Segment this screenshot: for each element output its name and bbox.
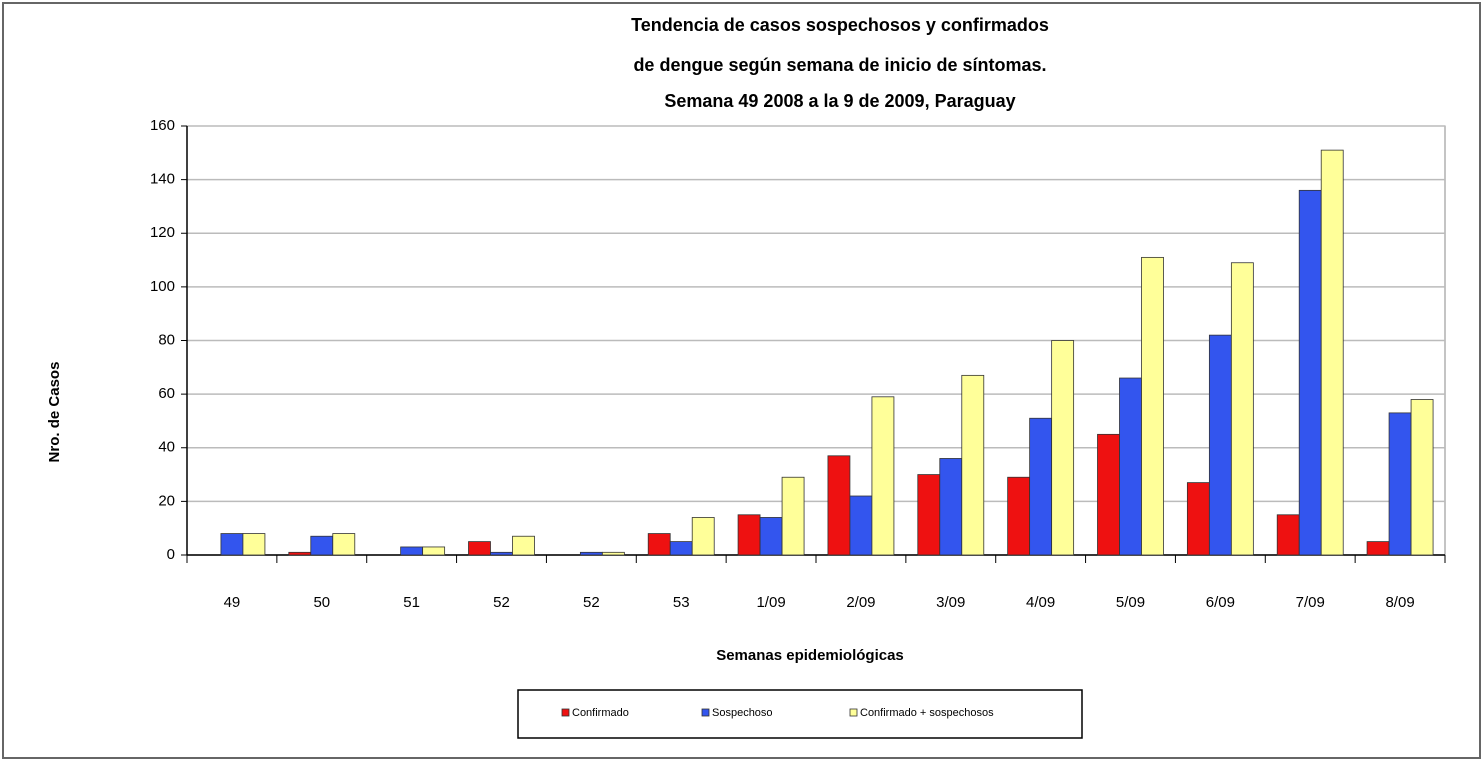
bar bbox=[737, 514, 761, 556]
legend-label: Confirmado + sospechosos bbox=[860, 707, 994, 719]
x-tick-label: 5/09 bbox=[1116, 594, 1145, 611]
bar bbox=[1298, 189, 1322, 556]
x-tick-label: 4/09 bbox=[1026, 594, 1055, 611]
bar bbox=[1320, 149, 1344, 556]
bar bbox=[512, 535, 535, 556]
y-tick-label: 0 bbox=[167, 546, 175, 563]
x-tick-label: 3/09 bbox=[936, 594, 965, 611]
legend-label: Sospechoso bbox=[712, 707, 773, 719]
x-tick-label: 8/09 bbox=[1385, 594, 1414, 611]
bar bbox=[468, 541, 491, 556]
bar bbox=[288, 551, 312, 556]
bar bbox=[759, 517, 783, 556]
x-tick-label: 50 bbox=[313, 594, 330, 611]
bar bbox=[961, 374, 985, 556]
bar bbox=[422, 546, 446, 556]
bar bbox=[1007, 476, 1031, 556]
legend-swatch bbox=[561, 708, 570, 717]
bar bbox=[1097, 433, 1120, 556]
bar bbox=[1186, 482, 1210, 556]
bar bbox=[1276, 514, 1300, 556]
bar bbox=[1410, 399, 1434, 556]
bar bbox=[691, 517, 715, 556]
bar bbox=[939, 458, 963, 556]
bar bbox=[1208, 334, 1232, 556]
x-tick-label: 52 bbox=[493, 594, 510, 611]
bar bbox=[669, 541, 693, 556]
x-tick-label: 51 bbox=[403, 594, 420, 611]
legend-swatch bbox=[849, 708, 858, 717]
bar bbox=[871, 396, 895, 556]
bar bbox=[849, 495, 873, 556]
bar bbox=[1388, 412, 1412, 556]
bar bbox=[1366, 541, 1390, 556]
y-tick-label: 140 bbox=[150, 171, 175, 188]
chart-title: Semana 49 2008 a la 9 de 2009, Paraguay bbox=[664, 91, 1015, 111]
bar bbox=[242, 533, 266, 556]
bar bbox=[1051, 340, 1075, 556]
x-tick-label: 1/09 bbox=[756, 594, 785, 611]
bar bbox=[647, 533, 671, 556]
legend-box bbox=[517, 689, 1083, 739]
bar bbox=[332, 533, 356, 556]
bar bbox=[220, 533, 244, 556]
y-tick-label: 100 bbox=[150, 278, 175, 295]
bar bbox=[579, 551, 603, 556]
x-axis-label: Semanas epidemiológicas bbox=[716, 647, 904, 664]
x-tick-label: 49 bbox=[224, 594, 241, 611]
x-tick-label: 7/09 bbox=[1296, 594, 1325, 611]
x-tick-label: 6/09 bbox=[1206, 594, 1235, 611]
bar bbox=[917, 474, 941, 556]
y-axis-label: Nro. de Casos bbox=[46, 362, 63, 463]
y-tick-label: 60 bbox=[158, 385, 175, 402]
y-tick-label: 120 bbox=[150, 224, 175, 241]
y-tick-label: 20 bbox=[158, 492, 175, 509]
chart-title: de dengue según semana de inicio de sínt… bbox=[633, 55, 1046, 75]
x-tick-label: 2/09 bbox=[846, 594, 875, 611]
bar bbox=[601, 551, 625, 556]
y-tick-label: 40 bbox=[158, 439, 175, 456]
bar bbox=[1230, 262, 1254, 556]
bar bbox=[1141, 256, 1164, 556]
bar bbox=[1119, 377, 1142, 556]
bar bbox=[310, 535, 334, 556]
x-tick-label: 52 bbox=[583, 594, 600, 611]
bar bbox=[490, 551, 513, 556]
y-tick-label: 80 bbox=[158, 331, 175, 348]
y-tick-label: 160 bbox=[150, 117, 175, 134]
bar bbox=[781, 476, 805, 556]
bar bbox=[1029, 417, 1053, 556]
x-tick-label: 53 bbox=[673, 594, 690, 611]
legend-swatch bbox=[701, 708, 710, 717]
bar bbox=[827, 455, 851, 556]
bar bbox=[400, 546, 424, 556]
legend-label: Confirmado bbox=[572, 707, 629, 719]
chart-title: Tendencia de casos sospechosos y confirm… bbox=[631, 15, 1049, 35]
